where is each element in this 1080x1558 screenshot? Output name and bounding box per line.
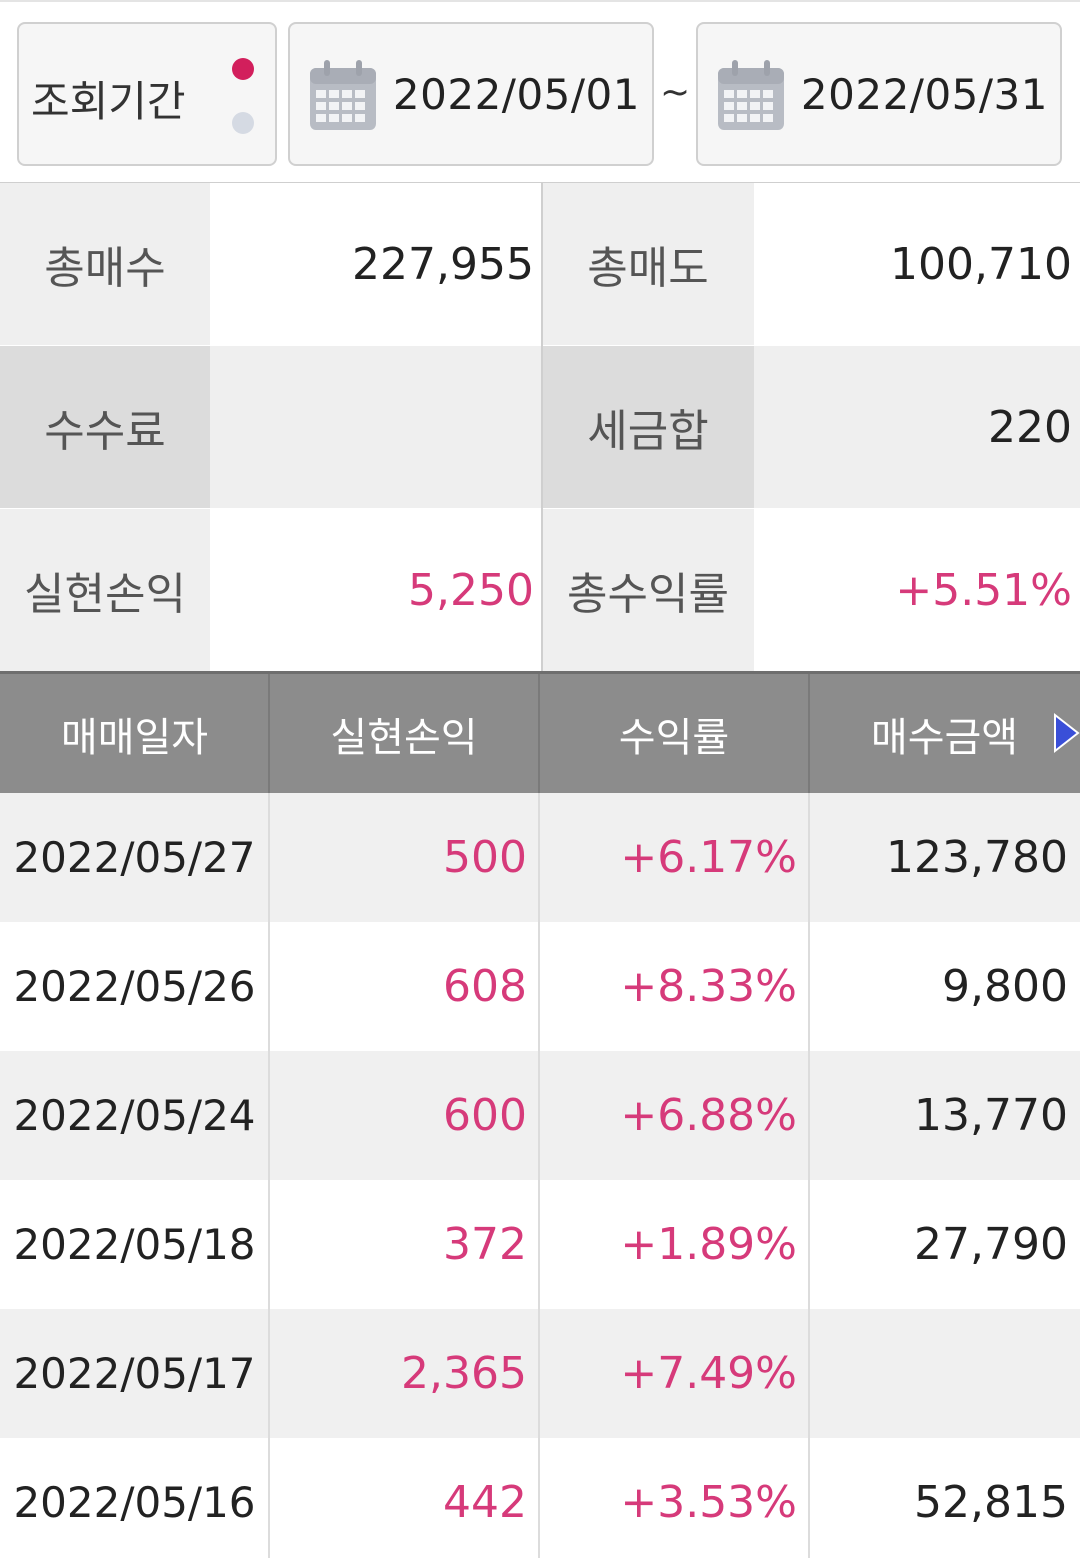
cell-realized-pl: 372 xyxy=(443,1219,527,1270)
period-dot-inactive-icon xyxy=(232,112,254,134)
divider xyxy=(808,793,810,1558)
cell-trade-date: 2022/05/27 xyxy=(13,833,256,882)
divider xyxy=(538,674,540,793)
table-header: 매매일자 실현손익 수익률 매수금액 xyxy=(0,671,1080,793)
divider xyxy=(268,793,270,1558)
total-return-label: 총수익률 xyxy=(542,509,754,671)
header-return-rate[interactable]: 수익률 xyxy=(618,714,730,761)
total-buy-label: 총매수 xyxy=(0,183,210,345)
period-toggle-button[interactable]: 조회기간 xyxy=(17,22,277,166)
start-date-picker[interactable]: 2022/05/01 xyxy=(288,22,654,166)
trade-table-body: 2022/05/27 500 +6.17% 123,780 2022/05/26… xyxy=(0,793,1080,1558)
period-label: 조회기간 xyxy=(31,77,186,126)
cell-buy-amount xyxy=(809,1309,1080,1438)
table-row[interactable]: 2022/05/18 372 +1.89% 27,790 xyxy=(0,1180,1080,1309)
cell-buy-amount: 27,790 xyxy=(914,1219,1068,1270)
total-return-value: +5.51% xyxy=(754,509,1080,671)
realized-pl-label: 실현손익 xyxy=(0,509,210,671)
triangle-right-icon[interactable] xyxy=(1052,712,1080,754)
cell-buy-amount: 52,815 xyxy=(914,1477,1068,1528)
cell-trade-date: 2022/05/16 xyxy=(13,1478,256,1527)
tax-label: 세금합 xyxy=(542,346,754,508)
cell-return-rate: +3.53% xyxy=(620,1477,797,1528)
cell-return-rate: +8.33% xyxy=(620,961,797,1012)
total-sell-value: 100,710 xyxy=(754,183,1080,345)
period-dot-active-icon xyxy=(232,58,254,80)
calendar-icon xyxy=(718,60,784,130)
table-row[interactable]: 2022/05/17 2,365 +7.49% xyxy=(0,1309,1080,1438)
cell-realized-pl: 2,365 xyxy=(401,1348,527,1399)
cell-buy-amount: 9,800 xyxy=(942,961,1068,1012)
cell-return-rate: +6.17% xyxy=(620,832,797,883)
realized-pl-value: 5,250 xyxy=(210,509,542,671)
table-row[interactable]: 2022/05/26 608 +8.33% 9,800 xyxy=(0,922,1080,1051)
fee-value xyxy=(210,346,542,508)
cell-trade-date: 2022/05/17 xyxy=(13,1349,256,1398)
summary-row: 총매수 227,955 총매도 100,710 xyxy=(0,183,1080,345)
fee-label: 수수료 xyxy=(0,346,210,508)
header-realized-pl[interactable]: 실현손익 xyxy=(330,714,478,761)
table-row[interactable]: 2022/05/24 600 +6.88% 13,770 xyxy=(0,1051,1080,1180)
divider xyxy=(538,793,540,1558)
start-date-text: 2022/05/01 xyxy=(392,70,640,119)
date-range-separator: ~ xyxy=(660,72,691,113)
period-bar: 조회기간 2022/05/01 ~ xyxy=(0,0,1080,185)
total-sell-label: 총매도 xyxy=(542,183,754,345)
summary-row: 실현손익 5,250 총수익률 +5.51% xyxy=(0,509,1080,671)
end-date-picker[interactable]: 2022/05/31 xyxy=(696,22,1062,166)
cell-realized-pl: 442 xyxy=(443,1477,527,1528)
cell-return-rate: +6.88% xyxy=(620,1090,797,1141)
calendar-icon xyxy=(310,60,376,130)
total-buy-value: 227,955 xyxy=(210,183,542,345)
cell-realized-pl: 600 xyxy=(443,1090,527,1141)
tax-value: 220 xyxy=(754,346,1080,508)
cell-realized-pl: 608 xyxy=(443,961,527,1012)
cell-trade-date: 2022/05/18 xyxy=(13,1220,256,1269)
divider xyxy=(808,674,810,793)
cell-realized-pl: 500 xyxy=(443,832,527,883)
header-buy-amount[interactable]: 매수금액 xyxy=(870,714,1019,761)
cell-trade-date: 2022/05/24 xyxy=(13,1091,256,1140)
table-row[interactable]: 2022/05/27 500 +6.17% 123,780 xyxy=(0,793,1080,922)
cell-buy-amount: 123,780 xyxy=(886,832,1068,883)
cell-return-rate: +7.49% xyxy=(620,1348,797,1399)
summary-divider xyxy=(541,183,543,671)
end-date-text: 2022/05/31 xyxy=(800,70,1048,119)
summary-row: 수수료 세금합 220 xyxy=(0,346,1080,508)
cell-trade-date: 2022/05/26 xyxy=(13,962,256,1011)
cell-buy-amount: 13,770 xyxy=(914,1090,1068,1141)
cell-return-rate: +1.89% xyxy=(620,1219,797,1270)
divider xyxy=(268,674,270,793)
summary-grid: 총매수 227,955 총매도 100,710 수수료 세금합 220 실현손익… xyxy=(0,183,1080,671)
header-trade-date[interactable]: 매매일자 xyxy=(60,714,209,761)
table-row[interactable]: 2022/05/16 442 +3.53% 52,815 xyxy=(0,1438,1080,1558)
